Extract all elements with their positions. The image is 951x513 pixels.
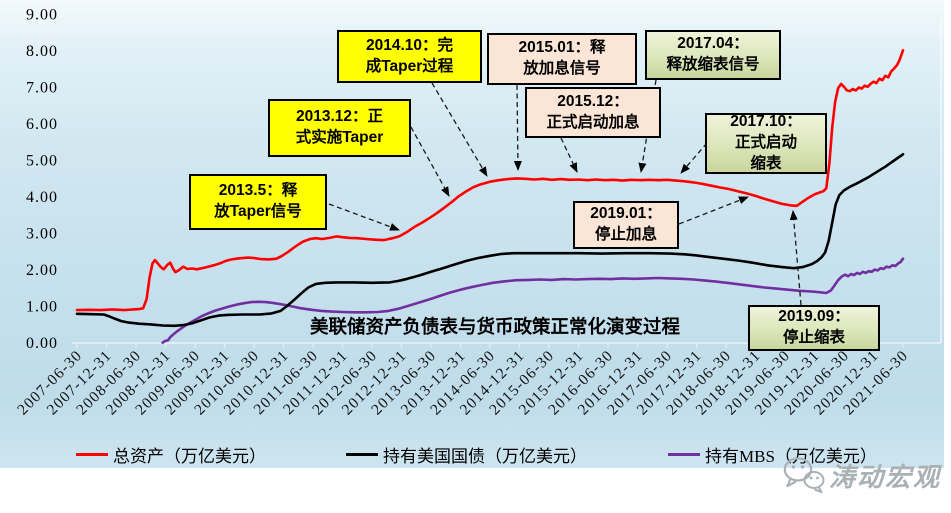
legend-item-total-assets: 总资产（万亿美元） <box>76 444 266 466</box>
legend-label-treasuries: 持有美国国债（万亿美元） <box>383 446 587 466</box>
legend-swatch-treasuries <box>346 452 378 456</box>
y-tick-label: 6.00 <box>26 116 58 133</box>
annotation-2019-09-shrink-stop: 2019.09： 停止缩表 <box>748 305 880 351</box>
arrow-shrink-start <box>680 142 708 174</box>
axes: 2007-06-302007-12-312008-06-302008-12-31… <box>14 7 942 418</box>
arrow-hike-start <box>560 137 578 173</box>
legend-item-treasuries: 持有美国国债（万亿美元） <box>346 444 587 466</box>
y-tick-label: 1.00 <box>26 299 58 316</box>
legend-swatch-mbs <box>668 452 700 456</box>
arrow-taper-done <box>431 82 488 177</box>
y-tick-label: 4.00 <box>26 189 58 206</box>
y-tick-label: 8.00 <box>26 43 58 60</box>
y-tick-label: 3.00 <box>26 226 58 243</box>
legend-item-mbs: 持有MBS（万亿美元） <box>668 444 877 466</box>
series-line-0 <box>161 257 905 344</box>
annotation-2017-04-shrink-signal: 2017.04： 释放缩表信号 <box>645 30 781 80</box>
chart-title: 美联储资产负债表与货币政策正常化演变过程 <box>309 316 680 337</box>
annotation-2013-12-taper-start: 2013.12：正 式实施Taper <box>268 99 411 157</box>
arrow-shrink-stop <box>789 210 802 306</box>
series-line-1 <box>75 153 905 328</box>
annotation-2014-10-taper-done: 2014.10：完 成Taper过程 <box>337 30 482 83</box>
y-tick-label: 9.00 <box>26 7 58 24</box>
series-line-2 <box>75 48 905 312</box>
arrow-taper-start <box>410 126 450 197</box>
annotation-2015-12-hike-start: 2015.12： 正式启动加息 <box>525 87 661 138</box>
annotation-2013-5-taper-signal: 2013.5：释 放Taper信号 <box>189 174 327 230</box>
y-tick-label: 2.00 <box>26 262 58 279</box>
wechat-icon <box>783 457 825 493</box>
y-tick-label: 7.00 <box>26 80 58 97</box>
watermark: 涛动宏观 <box>783 456 941 494</box>
y-tick-label: 0.00 <box>26 335 58 352</box>
series-lines <box>75 48 905 344</box>
legend-label-mbs: 持有MBS（万亿美元） <box>705 446 877 466</box>
annotation-2019-01-hike-stop: 2019.01： 停止加息 <box>573 201 679 249</box>
arrow-taper-signal <box>328 203 400 231</box>
arrow-hike-signal <box>513 84 522 171</box>
legend-label-total-assets: 总资产（万亿美元） <box>113 446 266 466</box>
annotation-2017-10-shrink-start: 2017.10： 正式启动 缩表 <box>705 113 827 174</box>
arrow-hike-stop <box>678 196 749 225</box>
annotation-2015-01-hike-signal: 2015.01：释 放加息信号 <box>487 33 637 85</box>
y-tick-label: 5.00 <box>26 153 58 170</box>
legend-swatch-total-assets <box>76 452 108 456</box>
watermark-label: 涛动宏观 <box>829 462 942 492</box>
